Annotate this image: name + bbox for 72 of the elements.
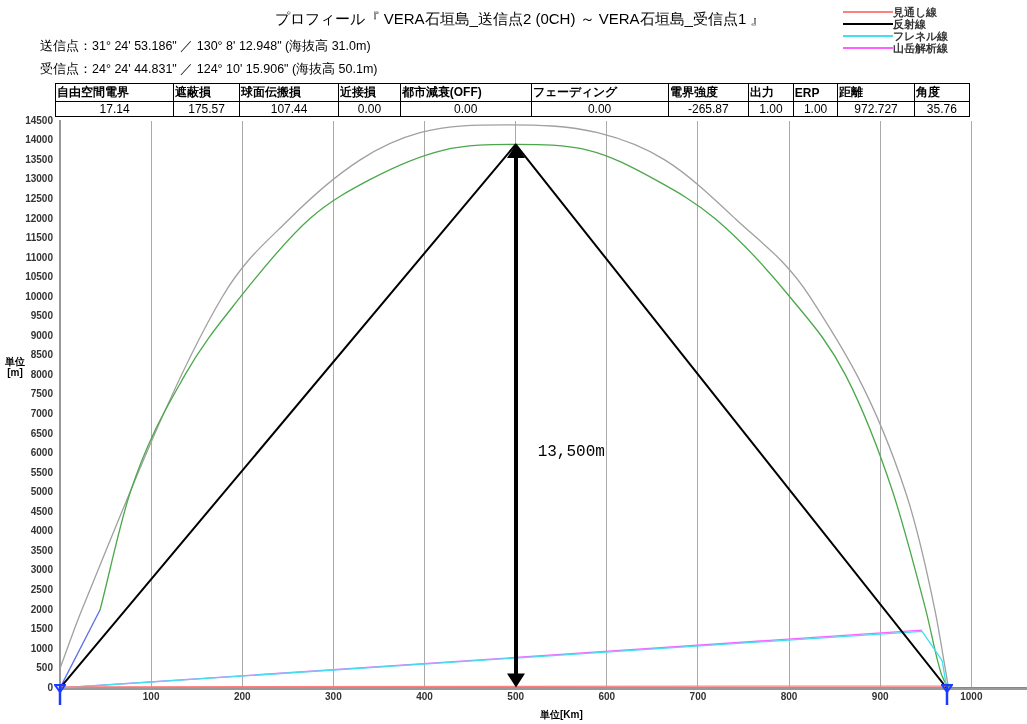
y-tick-label: 14500 — [25, 114, 54, 126]
x-tick-label: 800 — [780, 690, 798, 702]
x-tick-label: 400 — [416, 690, 434, 702]
y-tick-label: 5000 — [30, 486, 54, 498]
y-tick-label: 4500 — [30, 505, 54, 517]
y-tick-label: 12500 — [25, 192, 54, 204]
x-tick-label: 200 — [233, 690, 252, 702]
text: 35.76 — [914, 101, 970, 117]
x-tick-label: 1000 — [960, 690, 983, 702]
y-tick-label: 2000 — [30, 603, 54, 615]
text: 0.00 — [338, 101, 401, 117]
legend-label: 反射線 — [893, 18, 926, 30]
text: 近接損 — [338, 83, 401, 102]
text: フェーディング — [531, 83, 669, 102]
y-tick-label: 8000 — [30, 368, 54, 380]
y-tick-label: 13500 — [25, 153, 54, 165]
y-tick-label: 3000 — [30, 564, 54, 576]
y-tick-label: 5500 — [30, 466, 54, 478]
x-tick-label: 900 — [871, 690, 889, 702]
text: 0.00 — [400, 101, 532, 117]
x-tick-label: 500 — [507, 690, 525, 702]
y-tick-label: 500 — [36, 662, 54, 674]
y-tick-label: 9000 — [30, 329, 54, 341]
text: 遮蔽損 — [173, 83, 240, 102]
text: 球面伝搬損 — [239, 83, 339, 102]
y-tick-label: 0 — [47, 681, 54, 693]
text: 都市減衰(OFF) — [400, 83, 532, 102]
legend-label: フレネル線 — [893, 30, 948, 42]
annotation: 13,500m — [537, 443, 605, 462]
text: 角度 — [914, 83, 970, 102]
chart-title: プロフィール『 VERA石垣島_送信点2 (0CH) ～ VERA石垣島_受信点1 』 — [273, 10, 767, 29]
text: 自由空間電界 — [55, 83, 174, 102]
text: 1.00 — [748, 101, 794, 117]
x-axis-title: 単位[Km] — [540, 708, 583, 722]
y-tick-label: 6000 — [30, 447, 54, 459]
y-tick-label: 2500 — [30, 583, 54, 595]
y-tick-label: 8500 — [30, 349, 54, 361]
text: -265.87 — [668, 101, 749, 117]
y-tick-label: 14000 — [25, 134, 54, 146]
x-tick-label: 600 — [598, 690, 616, 702]
y-tick-label: 12000 — [25, 212, 54, 224]
text: 972.727 — [837, 101, 915, 117]
text: 受信点：24° 24' 44.831" ／ 124° 10' 15.906" (海抜高 50.1m) — [40, 61, 378, 78]
text: 0.00 — [531, 101, 669, 117]
y-tick-label: 6500 — [30, 427, 54, 439]
y-tick-label: 10500 — [25, 271, 54, 283]
y-tick-label: 1000 — [30, 642, 54, 654]
y-axis-title: 単位[m] — [4, 356, 26, 378]
x-tick-label: 700 — [689, 690, 707, 702]
y-tick-label: 13000 — [25, 173, 54, 185]
x-tick-label: 300 — [325, 690, 343, 702]
text: 17.14 — [55, 101, 174, 117]
legend-label: 見通し線 — [893, 6, 937, 18]
y-tick-label: 11500 — [25, 232, 54, 244]
y-tick-label: 9500 — [30, 310, 54, 322]
y-tick-label: 7500 — [30, 388, 54, 400]
text: 175.57 — [173, 101, 240, 117]
text: ERP — [793, 83, 838, 102]
chart-subtitle: 送信点：31° 24' 53.186" ／ 130° 8' 12.948" (海抜高 31.0m) — [40, 38, 371, 55]
x-tick-label: 100 — [142, 690, 160, 702]
text: 107.44 — [239, 101, 339, 117]
text: 出力 — [748, 83, 794, 102]
text: 電界強度 — [668, 83, 749, 102]
y-tick-label: 10000 — [25, 290, 54, 302]
y-tick-label: 3500 — [30, 544, 54, 556]
text: 距離 — [837, 83, 915, 102]
text: 1.00 — [793, 101, 838, 117]
y-tick-label: 1500 — [30, 623, 54, 635]
y-tick-label: 4000 — [30, 525, 54, 537]
legend-label: 山岳解析線 — [893, 42, 948, 54]
y-tick-label: 11000 — [25, 251, 54, 263]
y-tick-label: 7000 — [30, 408, 54, 420]
